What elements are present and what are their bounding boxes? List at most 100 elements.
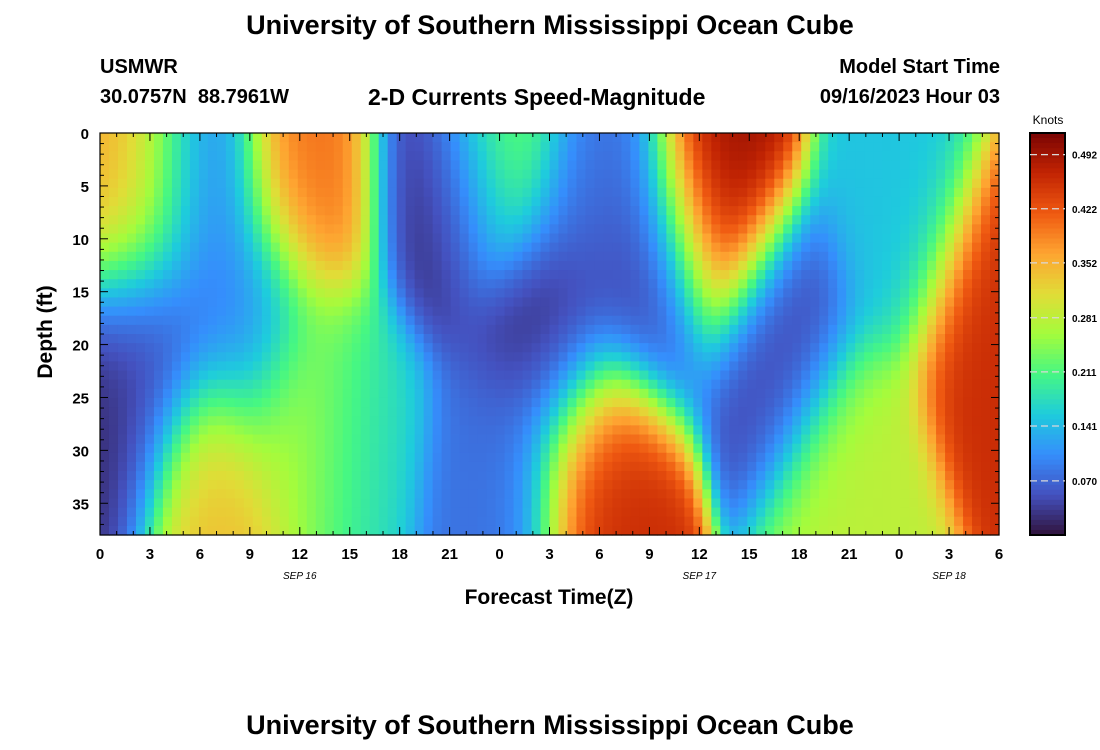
heatmap-cell [153, 215, 164, 225]
heatmap-cell [279, 434, 290, 445]
colorbar-segment [1030, 158, 1065, 164]
heatmap-cell [549, 379, 560, 390]
heatmap-cell [639, 443, 649, 454]
heatmap-cell [306, 334, 317, 344]
heatmap-cell [720, 416, 730, 426]
heatmap-cell [684, 370, 694, 381]
heatmap-cell [405, 461, 416, 472]
heatmap-cell [603, 407, 614, 417]
heatmap-cell [711, 416, 721, 426]
heatmap-cell [117, 251, 128, 262]
heatmap-cell [711, 379, 721, 390]
heatmap-cell [477, 270, 488, 280]
heatmap-cell [783, 343, 793, 353]
heatmap-cell [153, 443, 164, 454]
heatmap-cell [945, 471, 955, 481]
heatmap-cell [369, 315, 380, 326]
heatmap-cell [765, 315, 775, 326]
heatmap-cell [315, 270, 326, 280]
heatmap-cell [459, 215, 470, 225]
heatmap-cell [729, 206, 739, 216]
heatmap-cell [315, 224, 326, 235]
heatmap-cell [729, 251, 739, 262]
heatmap-cell [423, 516, 434, 527]
heatmap-cell [306, 343, 317, 353]
heatmap-cell [756, 187, 766, 198]
colorbar-segment [1030, 454, 1065, 461]
heatmap-cell [936, 370, 946, 381]
heatmap-cell [261, 270, 272, 280]
heatmap-cell [198, 471, 209, 481]
heatmap-cell [657, 334, 667, 344]
heatmap-cell [369, 397, 380, 408]
heatmap-cell [180, 480, 191, 490]
heatmap-cell [810, 215, 820, 225]
heatmap-cell [189, 361, 200, 372]
heatmap-cell [522, 224, 533, 235]
heatmap-cell [621, 461, 632, 472]
heatmap-cell [450, 498, 461, 509]
heatmap-cell [549, 260, 560, 271]
heatmap-cell [513, 224, 524, 235]
heatmap-cell [765, 443, 775, 454]
heatmap-cell [639, 206, 649, 216]
heatmap-cell [450, 224, 461, 235]
heatmap-cell [657, 324, 667, 335]
heatmap-cell [207, 434, 218, 445]
heatmap-cell [900, 297, 910, 308]
heatmap-cell [459, 525, 470, 536]
heatmap-cell [162, 489, 173, 500]
heatmap-cell [531, 343, 542, 353]
heatmap-cell [513, 370, 524, 381]
heatmap-cell [927, 434, 937, 445]
heatmap-cell [954, 416, 964, 426]
heatmap-cell [828, 142, 838, 152]
heatmap-cell [450, 370, 461, 381]
heatmap-cell [216, 452, 227, 463]
heatmap-cell [261, 133, 272, 143]
heatmap-cell [432, 388, 443, 399]
heatmap-cell [315, 206, 326, 216]
heatmap-cell [531, 480, 542, 490]
heatmap-cell [819, 315, 829, 326]
heatmap-cell [450, 334, 461, 344]
heatmap-cell [441, 443, 452, 454]
heatmap-cell [459, 361, 470, 372]
heatmap-cell [216, 507, 227, 518]
heatmap-cell [540, 489, 551, 500]
heatmap-cell [720, 315, 730, 326]
heatmap-cell [378, 224, 389, 235]
heatmap-cell [369, 196, 380, 207]
heatmap-cell [738, 324, 748, 335]
heatmap-cell [900, 233, 910, 244]
heatmap-cell [414, 525, 425, 536]
heatmap-cell [441, 334, 452, 344]
heatmap-cell [504, 196, 515, 207]
heatmap-cell [171, 352, 182, 363]
heatmap-cell [702, 288, 712, 299]
heatmap-cell [297, 251, 308, 262]
heatmap-cell [873, 452, 883, 463]
heatmap-cell [873, 151, 883, 162]
heatmap-cell [801, 489, 811, 500]
heatmap-cell [288, 452, 299, 463]
heatmap-cell [729, 315, 739, 326]
heatmap-cell [621, 288, 632, 299]
heatmap-cell [288, 260, 299, 271]
heatmap-cell [684, 525, 694, 536]
heatmap-cell [936, 242, 946, 253]
heatmap-cell [540, 251, 551, 262]
heatmap-cell [126, 388, 137, 399]
heatmap-cell [216, 324, 227, 335]
heatmap-cell [306, 379, 317, 390]
heatmap-cell [693, 196, 703, 207]
heatmap-cell [387, 233, 398, 244]
heatmap-cell [810, 206, 820, 216]
heatmap-cell [450, 206, 461, 216]
heatmap-cell [423, 215, 434, 225]
heatmap-cell [342, 142, 353, 152]
heatmap-cell [279, 178, 290, 189]
heatmap-cell [342, 233, 353, 244]
heatmap-cell [981, 480, 991, 490]
heatmap-cell [630, 507, 640, 518]
